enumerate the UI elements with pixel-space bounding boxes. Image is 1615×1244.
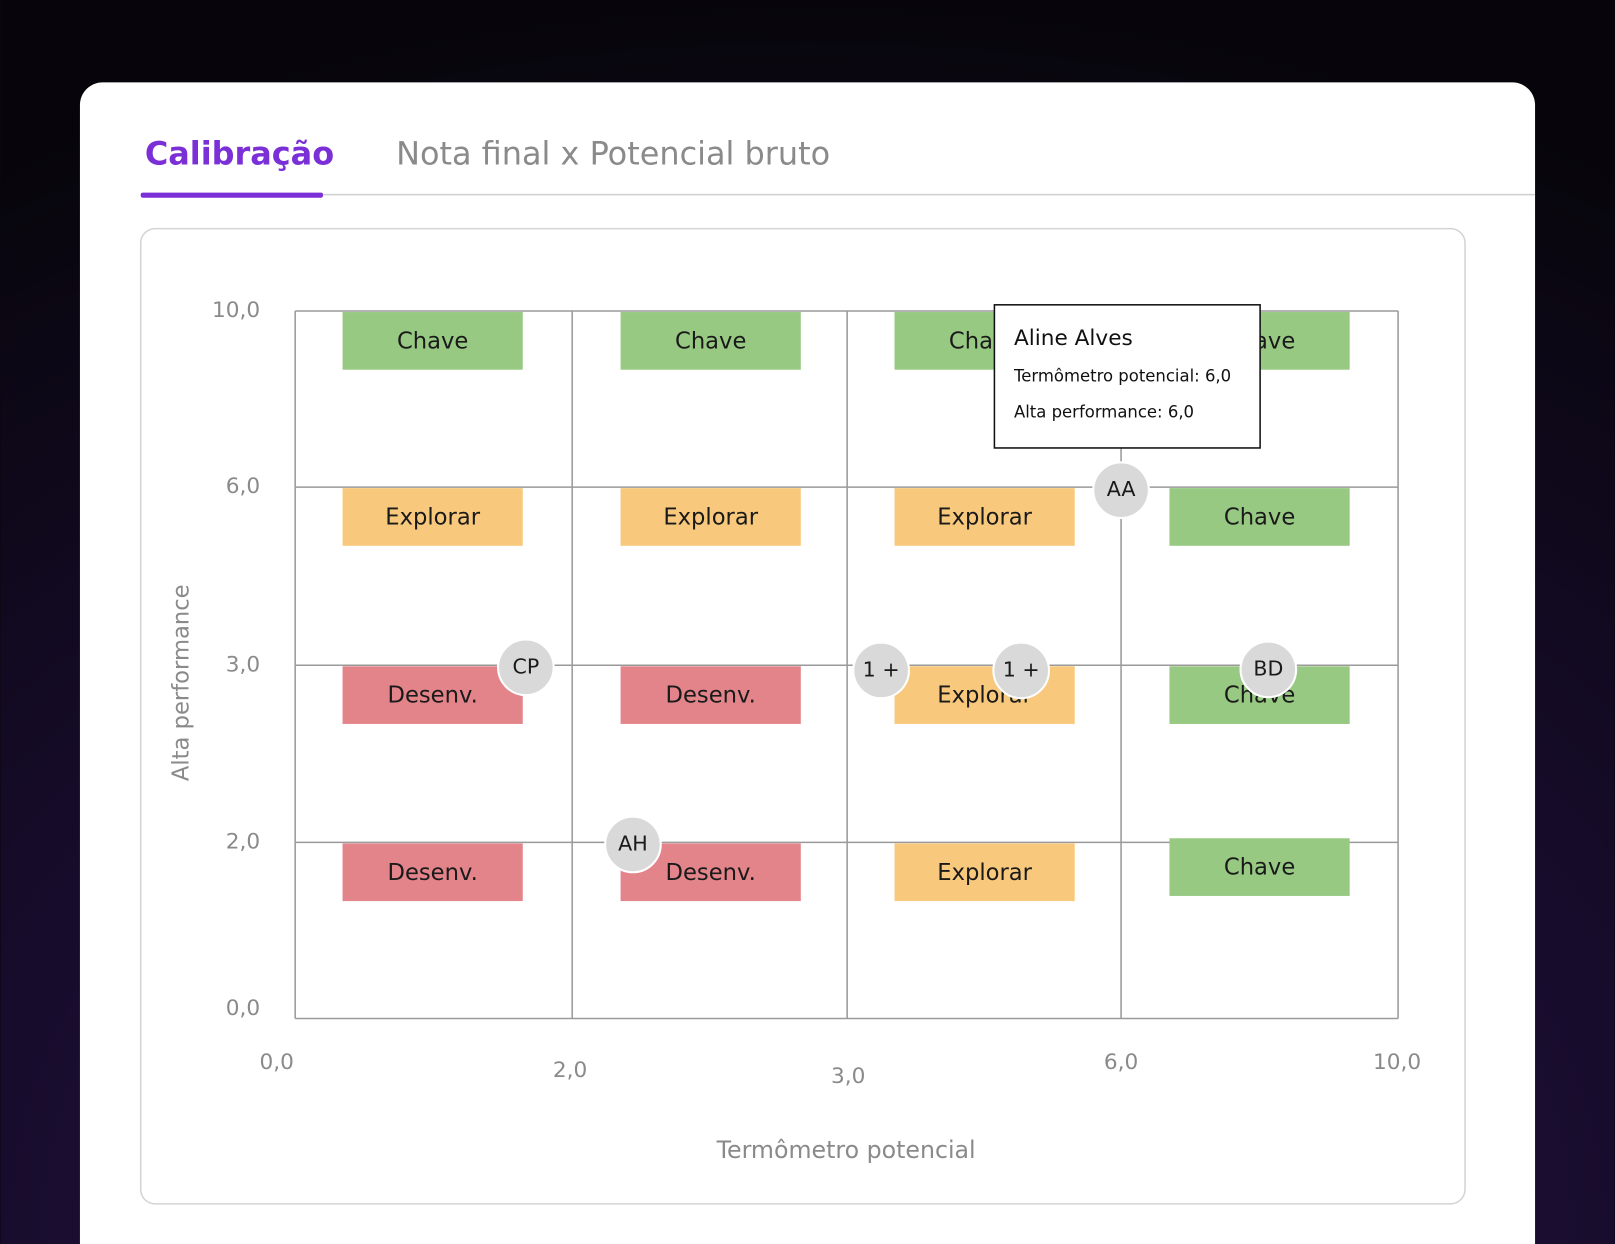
- box-label: Explorar: [663, 504, 758, 530]
- person-initials: AA: [1107, 477, 1136, 501]
- box-label: Chave: [675, 328, 746, 354]
- y-tick-label: 6,0: [226, 474, 260, 499]
- person-bubble[interactable]: [852, 641, 910, 700]
- y-tick-label: 0,0: [226, 996, 260, 1021]
- box-label: Explorar: [937, 504, 1032, 530]
- tab[interactable]: Nota final x Potencial bruto: [396, 135, 830, 173]
- box-label: Chave: [1224, 504, 1295, 530]
- box-label: Desenv.: [666, 683, 756, 709]
- x-axis-title: Termômetro potencial: [716, 1136, 976, 1164]
- box-label: Chave: [1224, 855, 1295, 881]
- box-label-bg: [620, 666, 801, 724]
- person-initials: CP: [512, 654, 539, 678]
- person-bubble[interactable]: [1092, 461, 1150, 520]
- y-tick-label: 2,0: [226, 829, 260, 854]
- box-label: Explorar: [937, 860, 1032, 886]
- box-label-bg: [620, 312, 801, 370]
- y-tick-label: 3,0: [226, 652, 260, 677]
- person-bubble[interactable]: [604, 815, 662, 874]
- person-initials: BD: [1253, 656, 1283, 680]
- box-label-bg: [342, 843, 523, 902]
- box-label: Desenv.: [388, 860, 478, 886]
- box-label-bg: [1169, 488, 1350, 546]
- box-label-bg: [894, 488, 1075, 546]
- x-tick-label: 6,0: [1104, 1050, 1138, 1075]
- tooltip: [993, 304, 1261, 449]
- box-label: Desenv.: [666, 860, 756, 886]
- box-label-bg: [342, 312, 523, 370]
- box-label: Explorar: [385, 504, 480, 530]
- box-label-bg: [342, 488, 523, 546]
- person-initials: AH: [618, 831, 648, 855]
- box-label-bg: [894, 843, 1075, 902]
- x-tick-label: 2,0: [553, 1058, 587, 1083]
- x-tick-label: 3,0: [831, 1064, 865, 1089]
- person-bubble[interactable]: [497, 638, 555, 697]
- person-initials: 1 +: [863, 657, 900, 681]
- box-label-bg: [1169, 838, 1350, 896]
- tab[interactable]: Calibração: [145, 135, 334, 173]
- box-label-bg: [342, 666, 523, 724]
- tooltip-name: Aline Alves: [1014, 326, 1133, 351]
- x-tick-label: 0,0: [259, 1050, 293, 1075]
- tooltip-line: Termômetro potencial: 6,0: [1013, 366, 1231, 385]
- person-initials: 1 +: [1003, 657, 1040, 681]
- x-tick-label: 10,0: [1373, 1050, 1421, 1075]
- box-label-bg: [620, 488, 801, 546]
- active-tab-underline: [140, 192, 323, 198]
- box-label: Desenv.: [388, 683, 478, 709]
- box-label: Chave: [397, 328, 468, 354]
- person-bubble[interactable]: [1239, 640, 1298, 699]
- person-bubble[interactable]: [992, 641, 1051, 700]
- y-tick-label: 10,0: [212, 298, 260, 323]
- tooltip-line: Alta performance: 6,0: [1014, 402, 1194, 421]
- y-axis-title: Alta performance: [168, 584, 194, 781]
